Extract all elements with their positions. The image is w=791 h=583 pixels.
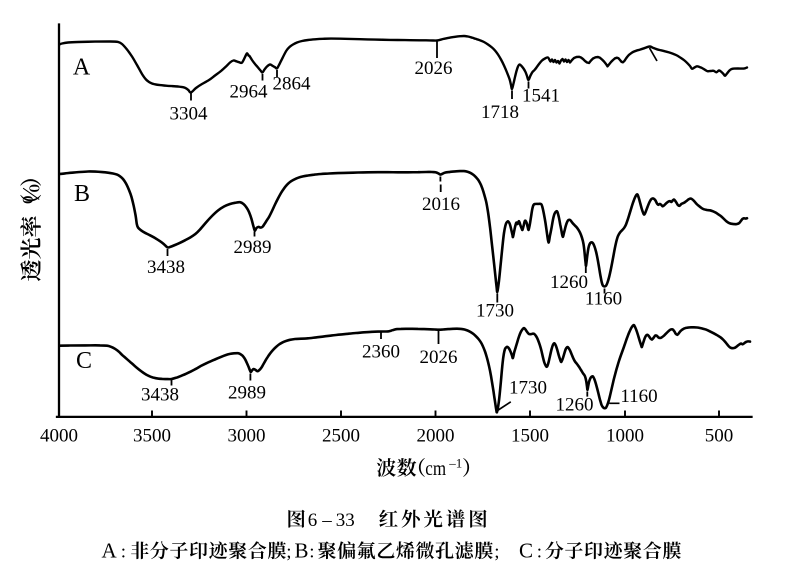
- svg-text:B: B: [74, 181, 90, 207]
- svg-text:C: C: [519, 539, 533, 563]
- svg-text:4000: 4000: [40, 426, 78, 447]
- svg-text::: :: [537, 542, 542, 563]
- svg-text:2360: 2360: [362, 342, 400, 363]
- svg-text:C: C: [76, 348, 92, 374]
- svg-text:1718: 1718: [481, 102, 519, 123]
- svg-text:2026: 2026: [415, 58, 453, 79]
- svg-text:2989: 2989: [228, 383, 266, 404]
- svg-text:1260: 1260: [556, 395, 594, 416]
- svg-text:500: 500: [705, 426, 734, 447]
- svg-text:–: –: [321, 510, 332, 531]
- svg-text:1000: 1000: [606, 426, 644, 447]
- svg-text:2864: 2864: [273, 74, 312, 95]
- svg-text::: :: [121, 542, 126, 563]
- svg-text:1730: 1730: [509, 378, 547, 399]
- svg-text:2964: 2964: [230, 82, 269, 103]
- svg-text:2500: 2500: [322, 426, 360, 447]
- svg-text:1160: 1160: [585, 289, 622, 310]
- svg-text:;: ;: [286, 542, 291, 563]
- svg-text:2026: 2026: [420, 347, 458, 368]
- svg-text:1500: 1500: [511, 426, 549, 447]
- svg-text:B: B: [295, 539, 309, 563]
- svg-text:1541: 1541: [522, 86, 560, 107]
- svg-text:;: ;: [494, 542, 499, 563]
- svg-text:1160: 1160: [620, 386, 657, 407]
- svg-text:2000: 2000: [417, 426, 455, 447]
- svg-text:3500: 3500: [133, 426, 171, 447]
- svg-text::: :: [309, 542, 314, 563]
- svg-text:2989: 2989: [234, 237, 272, 258]
- svg-text:A: A: [73, 55, 91, 81]
- svg-text:3438: 3438: [147, 257, 185, 278]
- svg-text:1260: 1260: [550, 272, 588, 293]
- svg-text:2016: 2016: [422, 194, 460, 215]
- svg-text:cm: cm: [425, 458, 446, 481]
- svg-text:3304: 3304: [170, 104, 209, 125]
- svg-text:33: 33: [336, 510, 355, 531]
- svg-text:–1: –1: [448, 456, 462, 471]
- svg-text:A: A: [102, 539, 118, 563]
- svg-text:3000: 3000: [228, 426, 266, 447]
- svg-text:6: 6: [308, 510, 318, 531]
- svg-text:1730: 1730: [476, 301, 514, 322]
- svg-text:3438: 3438: [141, 385, 179, 406]
